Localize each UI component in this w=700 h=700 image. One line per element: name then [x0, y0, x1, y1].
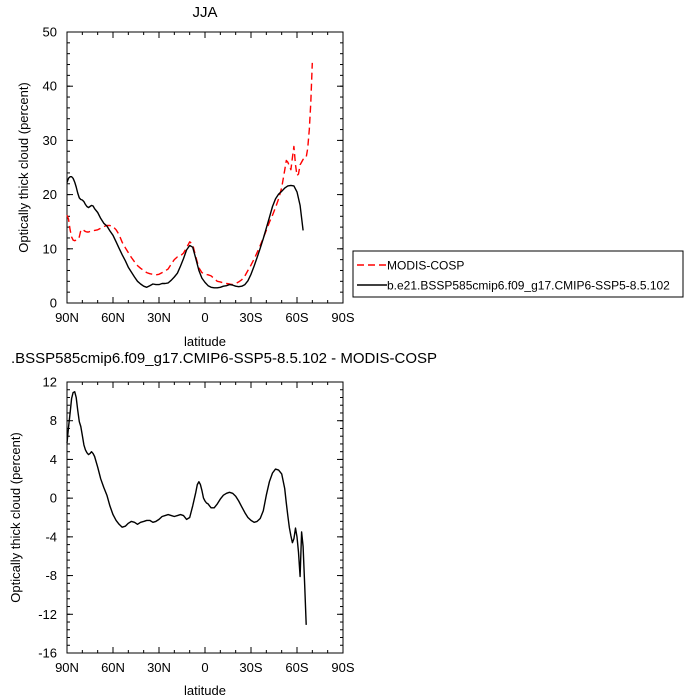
series-line-1: [66, 62, 313, 286]
x-tick-label: 30N: [147, 660, 171, 675]
y-tick-label: 40: [43, 79, 57, 94]
y-tick-label: 30: [43, 133, 57, 148]
y-tick-label: 8: [50, 413, 57, 428]
series-line-2: [66, 176, 304, 289]
series-line-1: [66, 391, 307, 625]
x-tick-label: 0: [201, 310, 208, 325]
x-tick-label: 60S: [285, 310, 308, 325]
x-axis-label: latitude: [184, 683, 226, 698]
y-tick-label: 10: [43, 241, 57, 256]
plot-frame: [66, 381, 344, 654]
x-tick-label: 30S: [239, 660, 262, 675]
x-tick-label: 30N: [147, 310, 171, 325]
chart-title: .BSSP585cmip6.f09_g17.CMIP6-SSP5-8.5.102…: [11, 350, 437, 367]
chart-panel-1: JJA 90N 60N 30N 0 30S 60S 90S 0 10 20 30 40 50 latitud…: [16, 4, 684, 349]
y-tick-label: -8: [45, 568, 57, 583]
y-tick-label: -16: [38, 646, 57, 661]
y-tick-label: 12: [43, 375, 57, 390]
y-axis-label: Optically thick cloud (percent): [8, 432, 23, 603]
x-tick-label: 60N: [101, 660, 125, 675]
x-axis-label: latitude: [184, 334, 226, 349]
x-tick-label: 90N: [55, 660, 79, 675]
y-tick-label: 0: [50, 491, 57, 506]
y-axis-label: Optically thick cloud (percent): [16, 82, 31, 253]
x-tick-label: 60S: [285, 660, 308, 675]
legend-label-1: MODIS-COSP: [387, 259, 464, 273]
x-tick-label: 90N: [55, 310, 79, 325]
legend: MODIS-COSP b.e21.BSSP585cmip6.f09_g17.CMI…: [352, 250, 684, 298]
x-tick-label: 90S: [331, 310, 354, 325]
y-tick-label: -12: [38, 607, 57, 622]
y-tick-label: 4: [50, 452, 57, 467]
y-tick-label: 20: [43, 187, 57, 202]
x-tick-label: 0: [201, 660, 208, 675]
x-tick-label: 90S: [331, 660, 354, 675]
chart-panel-2: .BSSP585cmip6.f09_g17.CMIP6-SSP5-8.5.102…: [8, 350, 437, 698]
y-tick-label: -4: [45, 529, 57, 544]
chart-title: JJA: [192, 4, 217, 21]
x-tick-label: 30S: [239, 310, 262, 325]
plot-frame: [66, 31, 344, 304]
legend-box: [352, 250, 684, 298]
legend-label-2: b.e21.BSSP585cmip6.f09_g17.CMIP6-SSP5-8.…: [387, 279, 670, 293]
y-tick-label: 50: [43, 25, 57, 40]
y-tick-label: 0: [50, 296, 57, 311]
x-tick-label: 60N: [101, 310, 125, 325]
